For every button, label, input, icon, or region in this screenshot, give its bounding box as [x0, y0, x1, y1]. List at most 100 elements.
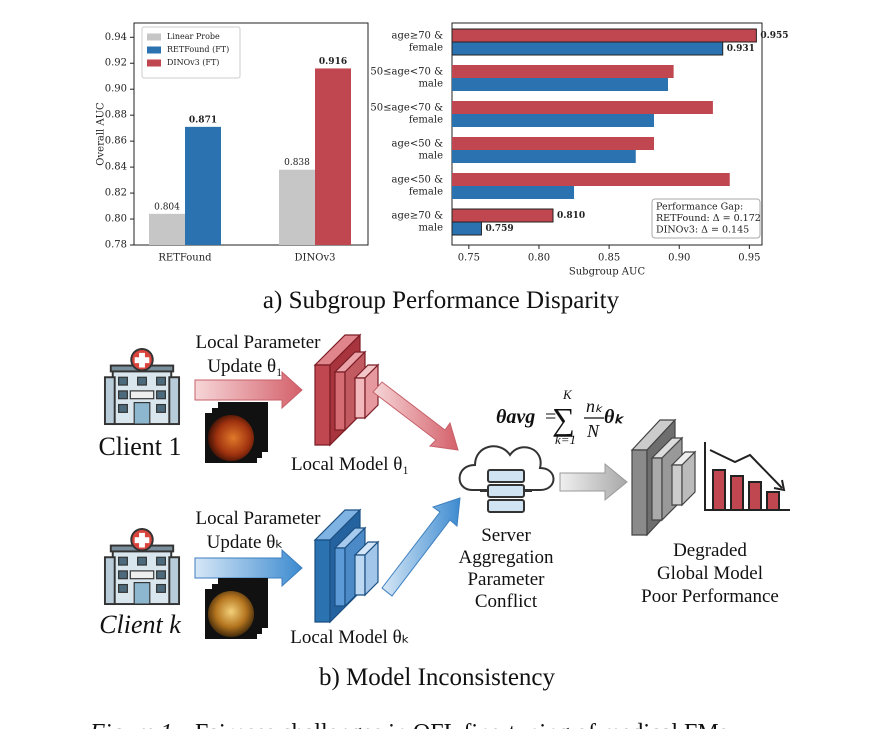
- formula-lower: k=1: [555, 432, 576, 447]
- y-tick-label: male: [418, 151, 443, 162]
- legend-swatch: [147, 59, 161, 67]
- x-axis-label: Subgroup AUC: [569, 267, 646, 278]
- y-tick-label: 0.92: [105, 58, 127, 69]
- arrow: [194, 548, 303, 588]
- formula-term: θₖ: [604, 406, 624, 428]
- y-tick-label: age≥70 &: [392, 211, 444, 222]
- model-label: Local Model θ₁: [291, 454, 409, 475]
- caption-b: b) Model Inconsistency: [319, 664, 556, 691]
- y-tick-label: 0.90: [105, 84, 127, 95]
- global-label: Degraded: [673, 540, 747, 561]
- y-tick-label: male: [418, 79, 443, 90]
- fundus-images: [205, 402, 268, 463]
- value-label: 0.871: [189, 115, 217, 125]
- y-tick-label: 0.78: [105, 240, 127, 251]
- bar: [452, 173, 730, 186]
- x-tick-label: 0.85: [598, 253, 620, 264]
- formula-equals: =: [545, 406, 556, 428]
- y-tick-label: 0.84: [105, 162, 127, 173]
- legend-label: RETFound (FT): [167, 45, 229, 54]
- value-label: 0.955: [760, 31, 788, 41]
- client-label: Client 1: [98, 432, 181, 461]
- bar: [452, 186, 575, 199]
- update-label: Local Parameter: [195, 508, 321, 529]
- global-label: Poor Performance: [641, 586, 779, 607]
- arrow: [559, 462, 628, 502]
- value-label: 0.838: [284, 158, 310, 168]
- bar: [315, 68, 351, 245]
- arrow: [381, 497, 461, 597]
- bar: [451, 208, 554, 223]
- y-tick-label: 0.88: [105, 110, 127, 121]
- value-label: 0.804: [154, 202, 180, 212]
- legend-swatch: [147, 33, 161, 41]
- value-label: 0.916: [319, 57, 347, 67]
- fundus-images: [205, 578, 268, 639]
- bar: [452, 137, 654, 150]
- update-label: Update θₖ: [207, 532, 284, 553]
- server-icon: [458, 445, 555, 513]
- x-tick-label: 0.80: [528, 253, 550, 264]
- annotation-box: [651, 198, 761, 239]
- annotation: RETFound: Δ = 0.172: [656, 213, 761, 224]
- degraded-icon: [704, 442, 790, 511]
- charts: 0.78 0.80 0.82 0.84 0.86 0.88 0.90 0.92 0.94 Over…: [96, 22, 789, 278]
- y-tick-label: 0.86: [105, 136, 127, 147]
- x-tick-label: DINOv3: [295, 253, 336, 264]
- server-label: Conflict: [475, 591, 538, 612]
- annotation: Performance Gap:: [656, 202, 743, 213]
- y-tick-label: 0.80: [105, 214, 127, 225]
- global-model: [630, 418, 697, 537]
- plot-frame: [133, 22, 369, 246]
- value-label: 0.931: [727, 44, 755, 54]
- bar: [451, 41, 724, 56]
- bar: [452, 114, 654, 127]
- y-tick-label: female: [409, 187, 443, 198]
- bar: [451, 28, 757, 43]
- arrow: [194, 370, 303, 410]
- y-tick-label: age≥70 &: [392, 31, 444, 42]
- x-tick-label: 0.75: [458, 253, 480, 264]
- formula: θavg = K ∑ k=1 nₖ N θₖ: [496, 387, 624, 447]
- update-label: Local Parameter: [195, 332, 321, 353]
- annotation: DINOv3: Δ = 0.145: [656, 225, 749, 236]
- bar: [149, 213, 185, 245]
- formula-sum: ∑: [552, 401, 575, 437]
- bar: [452, 101, 713, 114]
- formula-numerator: nₖ: [586, 396, 603, 416]
- plot-frame: [451, 22, 763, 246]
- x-tick-label: 0.90: [668, 253, 690, 264]
- legend-label: DINOv3 (FT): [167, 58, 219, 67]
- local-model: [313, 508, 380, 624]
- server-label: Server: [481, 525, 531, 546]
- formula-upper: K: [562, 387, 573, 402]
- local-model: [313, 333, 380, 447]
- y-tick-label: male: [418, 223, 443, 234]
- y-tick-label: age<50 &: [392, 139, 444, 150]
- value-label: 0.810: [557, 211, 585, 221]
- global-label: Global Model: [657, 563, 763, 584]
- y-tick-label: 0.94: [105, 32, 127, 43]
- server-label: Parameter: [467, 569, 545, 590]
- update-label: Update θ₁: [207, 356, 282, 377]
- y-tick-label: 0.82: [105, 188, 127, 199]
- formula-denominator: N: [586, 421, 600, 441]
- y-tick-label: female: [409, 43, 443, 54]
- client-label: Client k: [99, 610, 181, 639]
- bar: [279, 169, 315, 245]
- bar: [452, 78, 669, 91]
- figure-caption: Fairness challenges in OFL fine-tuning o…: [195, 720, 728, 729]
- y-tick-label: 50≤age<70 &: [370, 103, 443, 114]
- value-label: 0.759: [485, 224, 513, 234]
- legend-swatch: [147, 46, 161, 54]
- bar: [452, 65, 674, 78]
- x-tick-label: RETFound: [158, 253, 212, 264]
- model-label: Local Model θₖ: [290, 627, 410, 648]
- y-tick-label: age<50 &: [392, 175, 444, 186]
- figure-label: Figure 1.: [89, 720, 178, 729]
- hospital-icon: [103, 348, 181, 426]
- server-label: Aggregation: [459, 547, 554, 568]
- hospital-icon: [103, 528, 181, 606]
- x-tick-label: 0.95: [738, 253, 760, 264]
